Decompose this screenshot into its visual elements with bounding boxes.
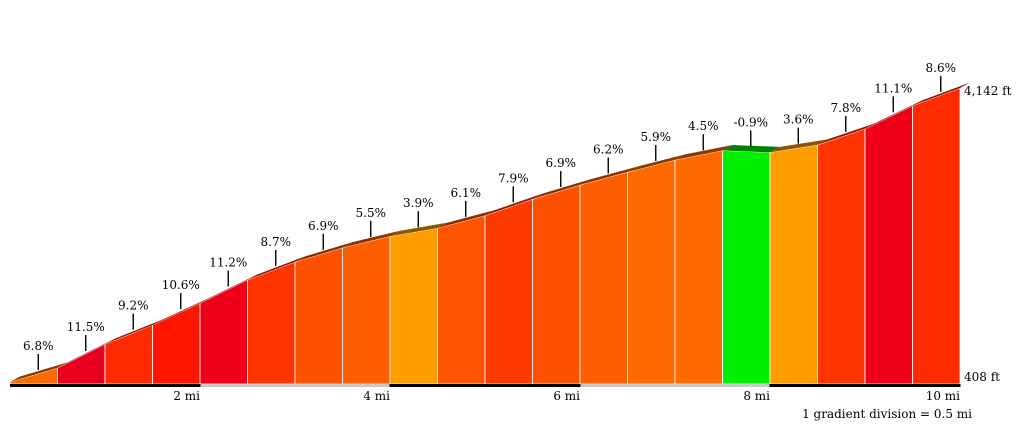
x-axis: 2 mi 4 mi 6 mi 8 mi 10 mi	[10, 384, 961, 403]
profile-ridge	[342, 230, 400, 248]
gradient-label: 6.9%	[546, 156, 577, 170]
profile-ridge	[295, 242, 353, 262]
gradient-label: 6.8%	[23, 339, 54, 353]
gradient-label: 3.9%	[403, 196, 434, 210]
profile-ridge	[532, 179, 590, 200]
profile-segment	[294, 247, 343, 385]
profile-segment	[674, 150, 723, 385]
x-tick-label: 10 mi	[926, 389, 960, 403]
gradient-label: 6.1%	[451, 186, 482, 200]
profile-ridge	[675, 145, 733, 160]
profile-segment	[199, 279, 248, 385]
profile-ridge	[247, 256, 305, 280]
ground-scale-bar	[770, 384, 960, 387]
profile-segment	[152, 302, 201, 385]
ground-scale-bar	[580, 384, 770, 387]
profile-segment	[484, 198, 533, 385]
profile-segment	[627, 159, 676, 385]
summit-elevation-label: 4,142 ft	[964, 84, 1012, 98]
profile-ridge	[580, 166, 638, 185]
profile-segment	[864, 105, 913, 385]
gradient-label: -0.9%	[733, 115, 768, 129]
gradient-division-note: 1 gradient division = 0.5 mi	[802, 407, 972, 421]
profile-ridges	[10, 82, 970, 382]
profile-ridge	[770, 139, 828, 153]
profile-ridge	[105, 319, 163, 345]
ground-scale-bar	[200, 384, 390, 387]
gradient-label: 9.2%	[118, 299, 149, 313]
gradient-label: 6.2%	[593, 142, 624, 156]
gradient-label: 5.5%	[356, 206, 387, 220]
profile-segment	[912, 87, 961, 385]
profile-segment	[342, 235, 391, 385]
x-tick-label: 8 mi	[743, 389, 770, 403]
gradient-label: 10.6%	[162, 278, 200, 292]
profile-segments	[9, 87, 961, 385]
profile-segment	[769, 144, 818, 385]
gradient-label: 11.1%	[874, 81, 912, 95]
gradient-label: 7.9%	[498, 171, 529, 185]
gradient-label: 11.5%	[67, 320, 105, 334]
base-elevation-label: 408 ft	[964, 370, 1000, 384]
profile-ridge	[485, 193, 543, 216]
profile-ridge	[10, 362, 68, 382]
profile-ridge	[152, 297, 210, 326]
profile-ridge	[817, 123, 875, 145]
profile-segment	[722, 150, 771, 385]
gradient-label: 6.9%	[308, 219, 339, 233]
x-tick-label: 2 mi	[173, 389, 200, 403]
profile-segment	[817, 128, 866, 385]
profile-ridge	[627, 154, 685, 173]
profile-segment	[9, 367, 58, 385]
profile-ridge	[57, 338, 115, 368]
ground-scale-bar	[390, 384, 580, 387]
profile-segment	[437, 215, 486, 385]
gradient-label: 4.5%	[688, 119, 719, 133]
gradient-label: 11.2%	[209, 256, 247, 270]
profile-ridge	[722, 145, 780, 153]
profile-ridge	[912, 82, 970, 106]
ground-scale-bar	[10, 384, 200, 387]
profile-ridge	[437, 210, 495, 229]
gradient-label: 5.9%	[641, 130, 672, 144]
x-tick-label: 4 mi	[363, 389, 390, 403]
profile-segment	[532, 184, 581, 385]
profile-ridge	[390, 222, 448, 237]
profile-segment	[247, 261, 296, 385]
gradient-label: 7.8%	[831, 101, 862, 115]
profile-ridge	[200, 274, 258, 304]
gradient-label: 3.6%	[783, 113, 814, 127]
profile-ridge	[865, 100, 923, 129]
x-tick-label: 6 mi	[553, 389, 580, 403]
profile-segment	[579, 171, 628, 385]
gradient-labels: 6.8% 11.5% 9.2% 10.6% 11.2% 8.7% 6.9% 5.5% 3.9% 6…	[23, 61, 956, 370]
gradient-label: 8.6%	[926, 61, 957, 75]
profile-segment	[389, 227, 438, 385]
gradient-label: 8.7%	[261, 235, 292, 249]
